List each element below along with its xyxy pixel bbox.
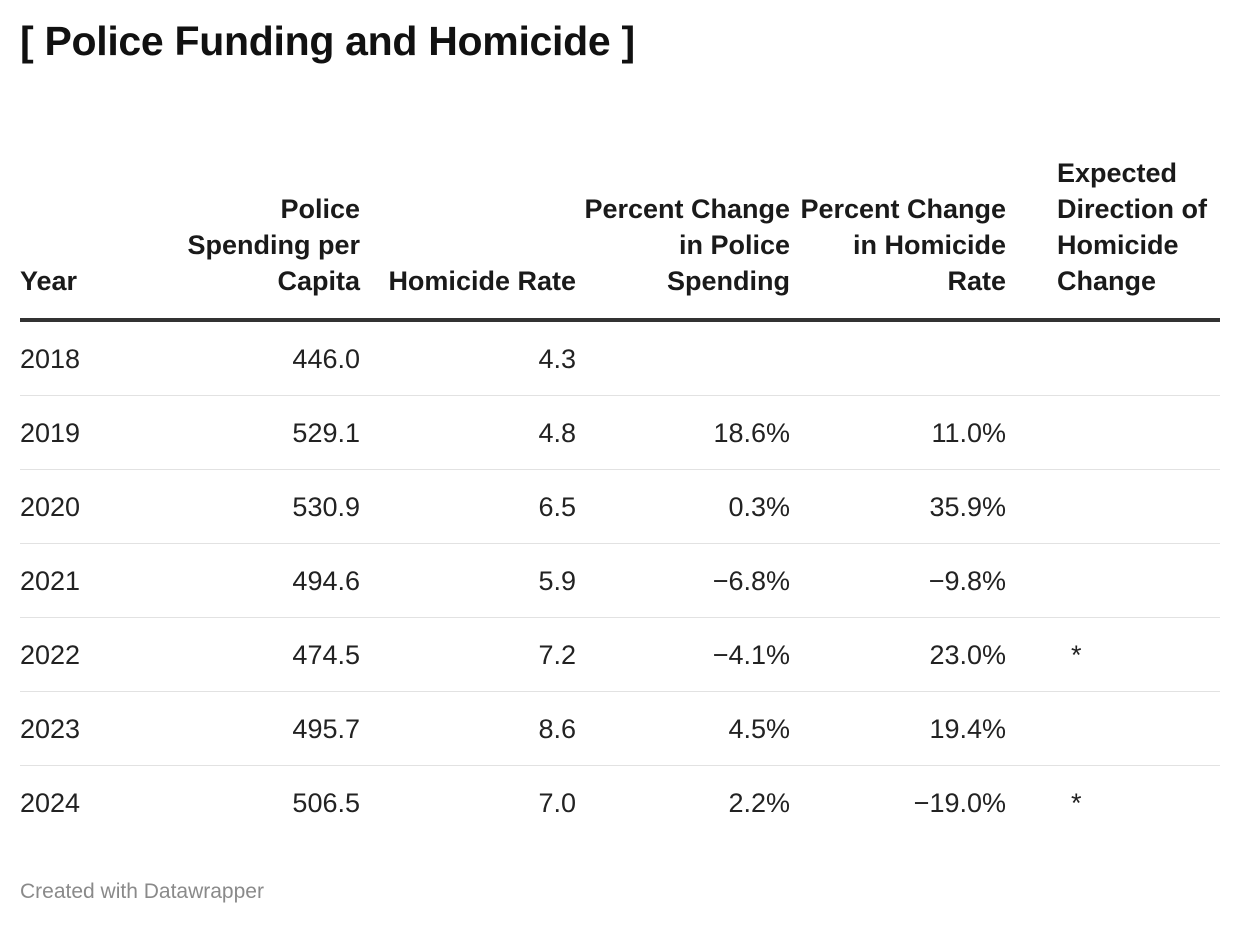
expected-direction-cell: * bbox=[1071, 639, 1082, 670]
year-cell: 2024 bbox=[20, 788, 81, 818]
homicide-rate-cell: 4.3 bbox=[538, 343, 576, 374]
pct-change-spending-cell: 18.6% bbox=[713, 417, 790, 448]
table-row: 2020 530.9 6.5 0.3% 35.9% bbox=[20, 470, 1220, 544]
year-cell: 2022 bbox=[20, 639, 81, 670]
column-header-police-spending: Police Spending per Capita bbox=[187, 194, 360, 296]
police-spending-cell: 530.9 bbox=[292, 491, 360, 522]
pct-change-spending-cell: 2.2% bbox=[728, 788, 790, 818]
pct-change-spending-cell: −6.8% bbox=[712, 565, 790, 596]
year-cell: 2020 bbox=[20, 491, 81, 522]
column-header-pct-change-homicide: Percent Change in Homicide Rate bbox=[800, 194, 1006, 296]
table-row: 2022 474.5 7.2 −4.1% 23.0% * bbox=[20, 618, 1220, 692]
police-spending-cell: 495.7 bbox=[292, 713, 360, 744]
pct-change-spending-cell: −4.1% bbox=[712, 639, 790, 670]
pct-change-spending-cell: 4.5% bbox=[728, 713, 790, 744]
chart-title: [ Police Funding and Homicide ] bbox=[20, 18, 635, 64]
year-cell: 2019 bbox=[20, 417, 81, 448]
pct-change-spending-cell: 0.3% bbox=[728, 491, 790, 522]
year-cell: 2018 bbox=[20, 343, 81, 374]
police-spending-cell: 474.5 bbox=[292, 639, 360, 670]
homicide-rate-cell: 7.0 bbox=[538, 788, 576, 818]
expected-direction-cell: * bbox=[1071, 788, 1082, 818]
homicide-rate-cell: 8.6 bbox=[538, 713, 576, 744]
datawrapper-credit: Created with Datawrapper bbox=[20, 880, 264, 903]
pct-change-homicide-cell: −9.8% bbox=[928, 565, 1006, 596]
data-table: Year Police Spending per Capita Homicide… bbox=[20, 120, 1220, 840]
table-row: 2018 446.0 4.3 bbox=[20, 322, 1220, 396]
homicide-rate-cell: 7.2 bbox=[538, 639, 576, 670]
police-spending-cell: 506.5 bbox=[292, 788, 360, 818]
police-spending-cell: 529.1 bbox=[292, 417, 360, 448]
pct-change-homicide-cell: 11.0% bbox=[931, 417, 1006, 448]
pct-change-homicide-cell: −19.0% bbox=[913, 788, 1006, 818]
table-row: 2024 506.5 7.0 2.2% −19.0% * bbox=[20, 766, 1220, 840]
table-body: 2018 446.0 4.3 2019 529.1 4.8 18.6% 11.0% 2020 53… bbox=[20, 322, 1220, 840]
column-header-expected-direction: Expected Direction of Homicide Change bbox=[1057, 158, 1208, 296]
year-cell: 2023 bbox=[20, 713, 81, 744]
homicide-rate-cell: 4.8 bbox=[538, 417, 576, 448]
column-header-homicide-rate: Homicide Rate bbox=[388, 266, 576, 296]
pct-change-homicide-cell: 19.4% bbox=[929, 713, 1006, 744]
table-row: 2019 529.1 4.8 18.6% 11.0% bbox=[20, 396, 1220, 470]
pct-change-homicide-cell: 23.0% bbox=[929, 639, 1006, 670]
homicide-rate-cell: 5.9 bbox=[538, 565, 576, 596]
year-cell: 2021 bbox=[20, 565, 81, 596]
pct-change-homicide-cell: 35.9% bbox=[929, 491, 1006, 522]
column-header-year: Year bbox=[20, 266, 78, 296]
table-row: 2021 494.6 5.9 −6.8% −9.8% bbox=[20, 544, 1220, 618]
table-row: 2023 495.7 8.6 4.5% 19.4% bbox=[20, 692, 1220, 766]
column-header-pct-change-spending: Percent Change in Police Spending bbox=[584, 194, 790, 296]
homicide-rate-cell: 6.5 bbox=[538, 491, 576, 522]
police-spending-cell: 446.0 bbox=[292, 343, 360, 374]
table-header: Year Police Spending per Capita Homicide… bbox=[20, 120, 1220, 322]
police-spending-cell: 494.6 bbox=[292, 565, 360, 596]
